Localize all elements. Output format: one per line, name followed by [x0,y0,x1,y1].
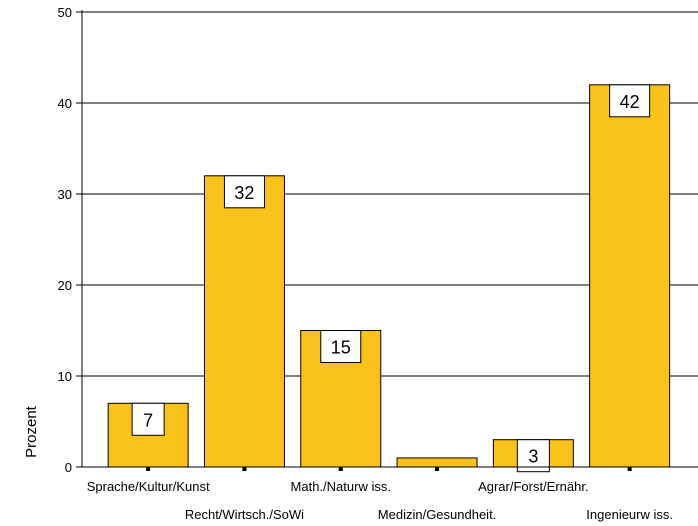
data-label: 3 [528,447,538,467]
x-tick [338,467,343,471]
bar [589,84,671,468]
x-tick-label: Math./Naturw iss. [291,479,391,494]
data-label-box [320,330,362,363]
y-axis-label: Prozent [23,405,40,458]
x-tick [627,467,632,471]
bar [396,457,478,468]
y-tick-label: 30 [58,187,72,202]
x-tick [242,467,247,471]
x-tick-label: Agrar/Forst/Ernähr. [478,479,589,494]
data-label-box [516,439,550,473]
y-tick-label: 50 [58,5,72,20]
x-tick [146,467,151,471]
y-tick-label: 10 [58,369,72,384]
x-tick-label: Ingenieurw iss. [586,507,673,522]
y-tick-label: 0 [65,460,72,475]
data-label: 15 [331,338,351,358]
data-label: 32 [234,183,254,203]
data-label-box [223,175,265,209]
data-label: 42 [620,92,640,112]
y-tick-label: 20 [58,278,72,293]
x-tick-label: Sprache/Kultur/Kunst [87,479,210,494]
data-label: 7 [143,410,153,430]
x-tick [435,467,440,471]
data-label-box [131,402,165,436]
bar [203,175,285,468]
x-tick-label: Recht/Wirtsch./SoWi [185,507,304,522]
y-tick-label: 40 [58,96,72,111]
x-tick-label: Medizin/Gesundheit. [378,507,497,522]
data-label-box [609,84,651,118]
